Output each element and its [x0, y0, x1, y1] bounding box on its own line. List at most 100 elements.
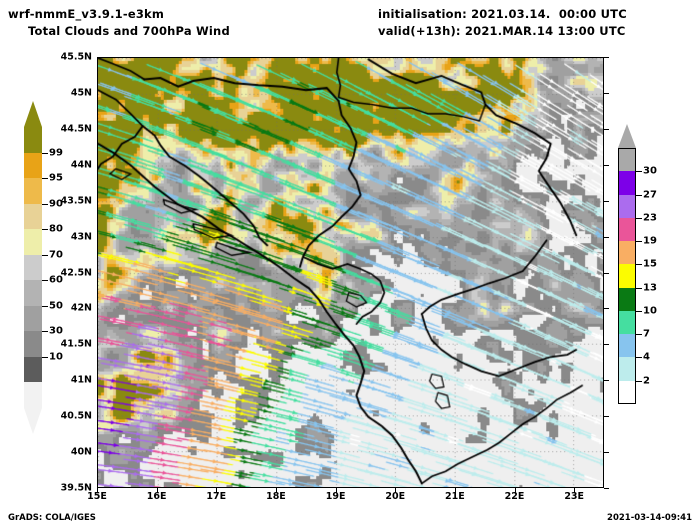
y-tick-label: 40N	[70, 446, 92, 458]
x-tick-label: 15E	[87, 491, 107, 502]
x-tick-label: 20E	[385, 491, 406, 502]
colorbar-segment	[24, 305, 42, 332]
colorbar-segment	[24, 203, 42, 230]
colorbar-segment	[618, 357, 636, 382]
y-tick-label: 41.5N	[60, 338, 92, 350]
colorbar-label: 4	[643, 351, 650, 363]
x-tick-label: 21E	[445, 491, 465, 502]
colorbar-tick	[636, 310, 642, 312]
x-tick-label: 23E	[564, 491, 585, 502]
colorbar-tick	[636, 287, 642, 289]
y-tick-mark	[604, 164, 609, 166]
colorbar-segment	[24, 152, 42, 179]
x-tick-label: 16E	[146, 491, 167, 502]
y-tick-label: 44.5N	[60, 123, 92, 135]
x-tick-label: 19E	[325, 491, 346, 502]
colorbar-wind-cap-bottom	[618, 404, 636, 428]
y-tick-label: 45N	[70, 87, 92, 99]
colorbar-label: 7	[643, 328, 650, 340]
x-tick-mark	[216, 488, 218, 493]
y-tick-mark	[604, 488, 609, 489]
colorbar-tick	[42, 356, 48, 358]
map-plot-area	[97, 57, 604, 488]
colorbar-tick	[636, 334, 642, 336]
x-tick-mark	[335, 488, 337, 493]
colorbar-label: 15	[643, 258, 657, 270]
y-tick-label: 40.5N	[60, 410, 92, 422]
colorbar-total-clouds: 99 95 90 80 70 60 50 30 10	[24, 101, 63, 434]
valid-time: valid(+13h): 2021.MAR.14 13:00 UTC	[378, 24, 626, 38]
y-tick-mark	[604, 344, 609, 346]
colorbar-label: 30	[49, 325, 63, 337]
colorbar-tick	[42, 331, 48, 333]
colorbar-tick	[42, 152, 48, 154]
y-tick-label: 41N	[70, 374, 92, 386]
colorbar-tick	[636, 357, 642, 359]
y-tick-label: 44N	[70, 159, 92, 171]
colorbar-segment	[618, 310, 636, 335]
field-title: Total Clouds and 700hPa Wind	[28, 24, 230, 38]
colorbar-tick	[636, 380, 642, 382]
colorbar-segment	[618, 217, 636, 242]
colorbar-label: 19	[643, 235, 657, 247]
render-timestamp: 2021-03-14-09:41	[607, 513, 692, 523]
colorbar-clouds-cap-bottom	[24, 408, 42, 434]
colorbar-label: 13	[643, 282, 657, 294]
colorbar-label: 90	[49, 198, 63, 210]
x-tick-mark	[514, 488, 516, 493]
colorbar-wind-cap-top	[618, 124, 636, 148]
colorbar-segment	[24, 254, 42, 281]
colorbar-segment	[618, 171, 636, 195]
colorbar-tick	[636, 264, 642, 266]
y-tick-mark	[604, 92, 609, 94]
colorbar-label: 60	[49, 274, 63, 286]
colorbar-tick	[42, 280, 48, 282]
colorbar-label: 10	[49, 351, 63, 363]
colorbar-label: 50	[49, 300, 63, 312]
colorbar-segment	[24, 127, 42, 153]
x-tick-label: 22E	[504, 491, 525, 502]
x-tick-label: 18E	[266, 491, 286, 502]
y-tick-mark	[604, 128, 609, 130]
colorbar-tick	[636, 194, 642, 196]
colorbar-wind-speed: 30 27 23 19 15 13 10 7 4 2	[618, 124, 657, 428]
x-tick-mark	[574, 488, 576, 493]
x-tick-mark	[156, 488, 158, 493]
colorbar-segment	[24, 331, 42, 358]
colorbar-segment	[24, 229, 42, 256]
colorbar-segment	[618, 148, 636, 172]
x-tick-mark	[97, 488, 98, 493]
y-tick-mark	[604, 236, 609, 238]
colorbar-segment	[618, 264, 636, 289]
weather-map-canvas	[98, 58, 603, 487]
x-tick-mark	[395, 488, 397, 493]
y-tick-mark	[604, 308, 609, 310]
y-tick-mark	[604, 272, 609, 274]
initialisation-time: initialisation: 2021.03.14. 00:00 UTC	[378, 7, 627, 21]
colorbar-segment	[24, 382, 42, 409]
y-tick-label: 42N	[70, 302, 92, 314]
colorbar-segment	[618, 380, 636, 405]
colorbar-label: 27	[643, 189, 657, 201]
colorbar-label: 95	[49, 172, 63, 184]
y-tick-label: 39.5N	[60, 482, 92, 494]
y-tick-label: 43.5N	[60, 195, 92, 207]
colorbar-segment	[618, 194, 636, 219]
y-tick-mark	[604, 200, 609, 202]
colorbar-label: 2	[643, 375, 650, 387]
colorbar-segment	[24, 178, 42, 205]
y-tick-label: 42.5N	[60, 267, 92, 278]
x-tick-mark	[454, 488, 456, 493]
y-tick-mark	[604, 452, 609, 454]
colorbar-tick	[42, 203, 48, 205]
colorbar-label: 30	[643, 165, 657, 177]
colorbar-segment	[618, 241, 636, 265]
y-tick-mark	[604, 380, 609, 382]
colorbar-segment	[24, 356, 42, 383]
colorbar-label: 80	[49, 223, 63, 235]
colorbar-segment	[618, 287, 636, 312]
colorbar-label: 10	[643, 305, 657, 317]
model-title: wrf-nmmE_v3.9.1-e3km	[8, 7, 165, 21]
colorbar-tick	[636, 241, 642, 243]
colorbar-tick	[636, 217, 642, 219]
